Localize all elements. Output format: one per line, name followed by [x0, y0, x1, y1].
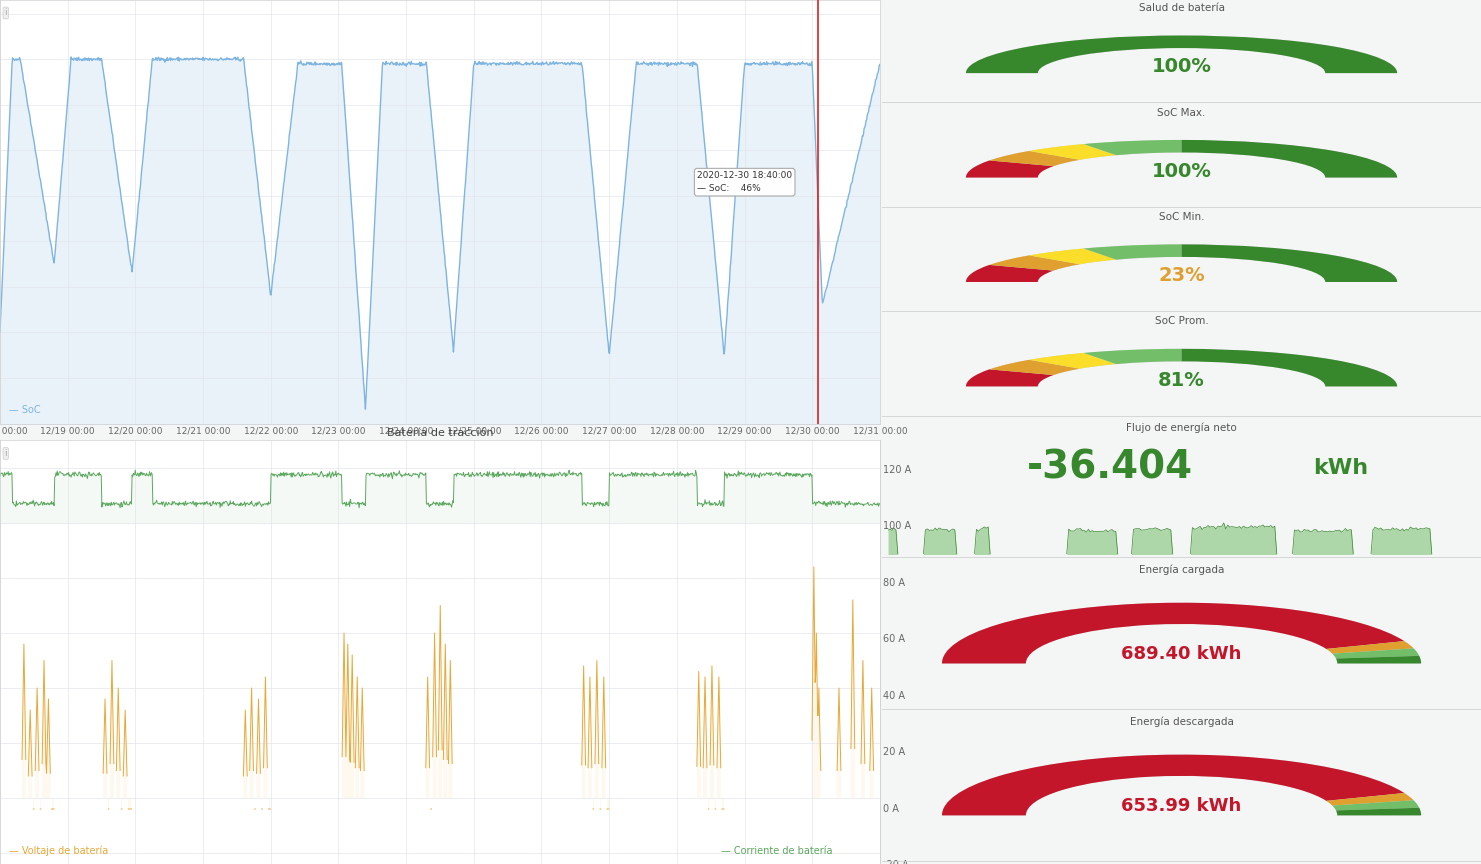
Wedge shape — [989, 151, 1080, 166]
Wedge shape — [966, 35, 1397, 73]
Text: SoC Min.: SoC Min. — [1158, 212, 1204, 222]
Wedge shape — [966, 35, 1397, 73]
Text: kWh: kWh — [1314, 458, 1368, 478]
Wedge shape — [966, 140, 1397, 177]
Text: 689.40 kWh: 689.40 kWh — [1121, 645, 1241, 664]
Text: SoC Prom.: SoC Prom. — [1155, 316, 1208, 327]
Wedge shape — [942, 603, 1404, 664]
Wedge shape — [1182, 349, 1397, 386]
Wedge shape — [1029, 144, 1117, 160]
Wedge shape — [966, 161, 1053, 177]
Text: 100%: 100% — [1152, 162, 1211, 181]
Text: — SoC: — SoC — [9, 405, 40, 415]
Text: i: i — [4, 449, 7, 458]
Wedge shape — [1084, 349, 1182, 364]
Text: Salud de batería: Salud de batería — [1139, 3, 1225, 13]
Text: — Corriente de batería: — Corriente de batería — [721, 846, 832, 855]
Wedge shape — [1327, 641, 1413, 654]
Wedge shape — [942, 754, 1422, 816]
Wedge shape — [989, 256, 1080, 270]
Wedge shape — [966, 349, 1397, 386]
Wedge shape — [1333, 800, 1419, 810]
Text: 653.99 kWh: 653.99 kWh — [1121, 797, 1241, 816]
Text: 23%: 23% — [1158, 266, 1206, 285]
Text: Energía descargada: Energía descargada — [1130, 716, 1234, 727]
Wedge shape — [1084, 245, 1182, 260]
Wedge shape — [966, 245, 1397, 282]
Wedge shape — [1029, 249, 1117, 264]
Text: i: i — [4, 9, 7, 17]
Wedge shape — [942, 603, 1422, 664]
Text: -36.404: -36.404 — [1026, 448, 1192, 486]
Wedge shape — [1084, 140, 1182, 156]
Wedge shape — [966, 265, 1053, 282]
Text: Energía cargada: Energía cargada — [1139, 565, 1225, 575]
Wedge shape — [966, 369, 1053, 386]
Wedge shape — [1029, 353, 1117, 369]
Text: 2020-12-30 18:40:00
— SoC:    46%: 2020-12-30 18:40:00 — SoC: 46% — [698, 171, 792, 194]
Text: Flujo de energía neto: Flujo de energía neto — [1126, 422, 1237, 433]
Wedge shape — [1182, 140, 1397, 177]
Text: 81%: 81% — [1158, 371, 1206, 390]
Text: SoC Max.: SoC Max. — [1157, 108, 1206, 118]
Wedge shape — [989, 359, 1080, 375]
Title: Batería de tracción: Batería de tracción — [387, 429, 493, 438]
Wedge shape — [1327, 793, 1413, 805]
Wedge shape — [1336, 656, 1422, 664]
Wedge shape — [1336, 808, 1422, 816]
Wedge shape — [942, 754, 1404, 816]
Wedge shape — [1333, 648, 1419, 658]
Text: 100%: 100% — [1152, 57, 1211, 76]
Wedge shape — [1182, 245, 1397, 282]
Text: — Voltaje de batería: — Voltaje de batería — [9, 845, 108, 855]
